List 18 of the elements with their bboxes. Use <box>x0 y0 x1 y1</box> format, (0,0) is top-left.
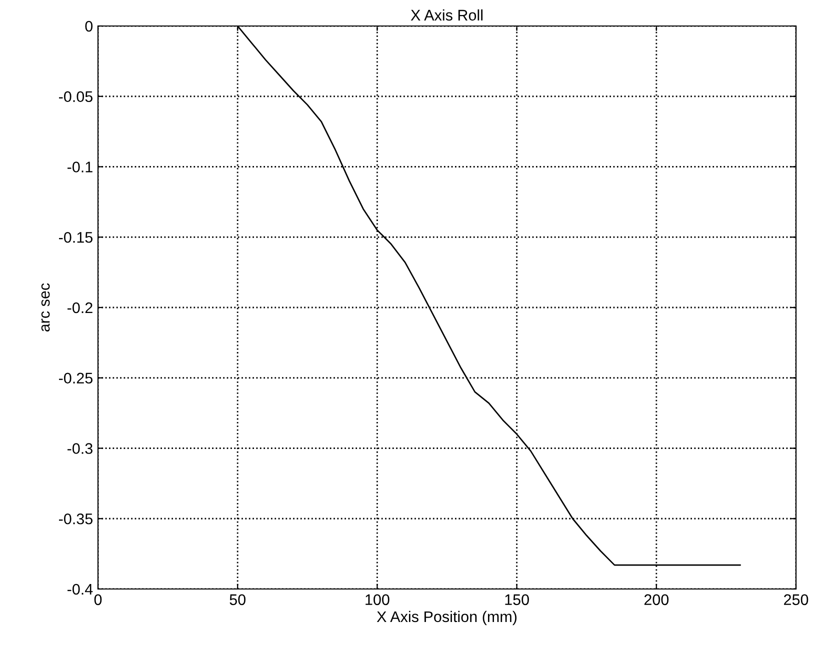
y-tick-label: -0.2 <box>67 302 92 314</box>
chart-title: X Axis Roll <box>410 9 482 21</box>
y-tick-label: -0.15 <box>59 232 92 243</box>
y-tick-label: 0 <box>85 20 93 32</box>
y-tick-label: -0.05 <box>59 91 92 102</box>
y-tick-label: -0.3 <box>67 443 92 454</box>
y-tick-label: -0.4 <box>67 584 93 595</box>
x-tick-label: 100 <box>366 594 390 606</box>
y-tick-label: -0.25 <box>59 372 92 384</box>
x-tick-label: 150 <box>505 594 529 606</box>
x-tick-label: 200 <box>644 594 669 606</box>
x-axis-title: X Axis Position (mm) <box>376 610 517 626</box>
x-tick-label: 0 <box>94 594 102 606</box>
x-tick-label: 50 <box>230 594 246 606</box>
x-tick-label: 250 <box>784 594 808 606</box>
y-axis-title: arc sec <box>41 283 50 332</box>
y-tick-label: -0.35 <box>59 513 92 524</box>
y-tick-label: -0.1 <box>67 162 92 172</box>
